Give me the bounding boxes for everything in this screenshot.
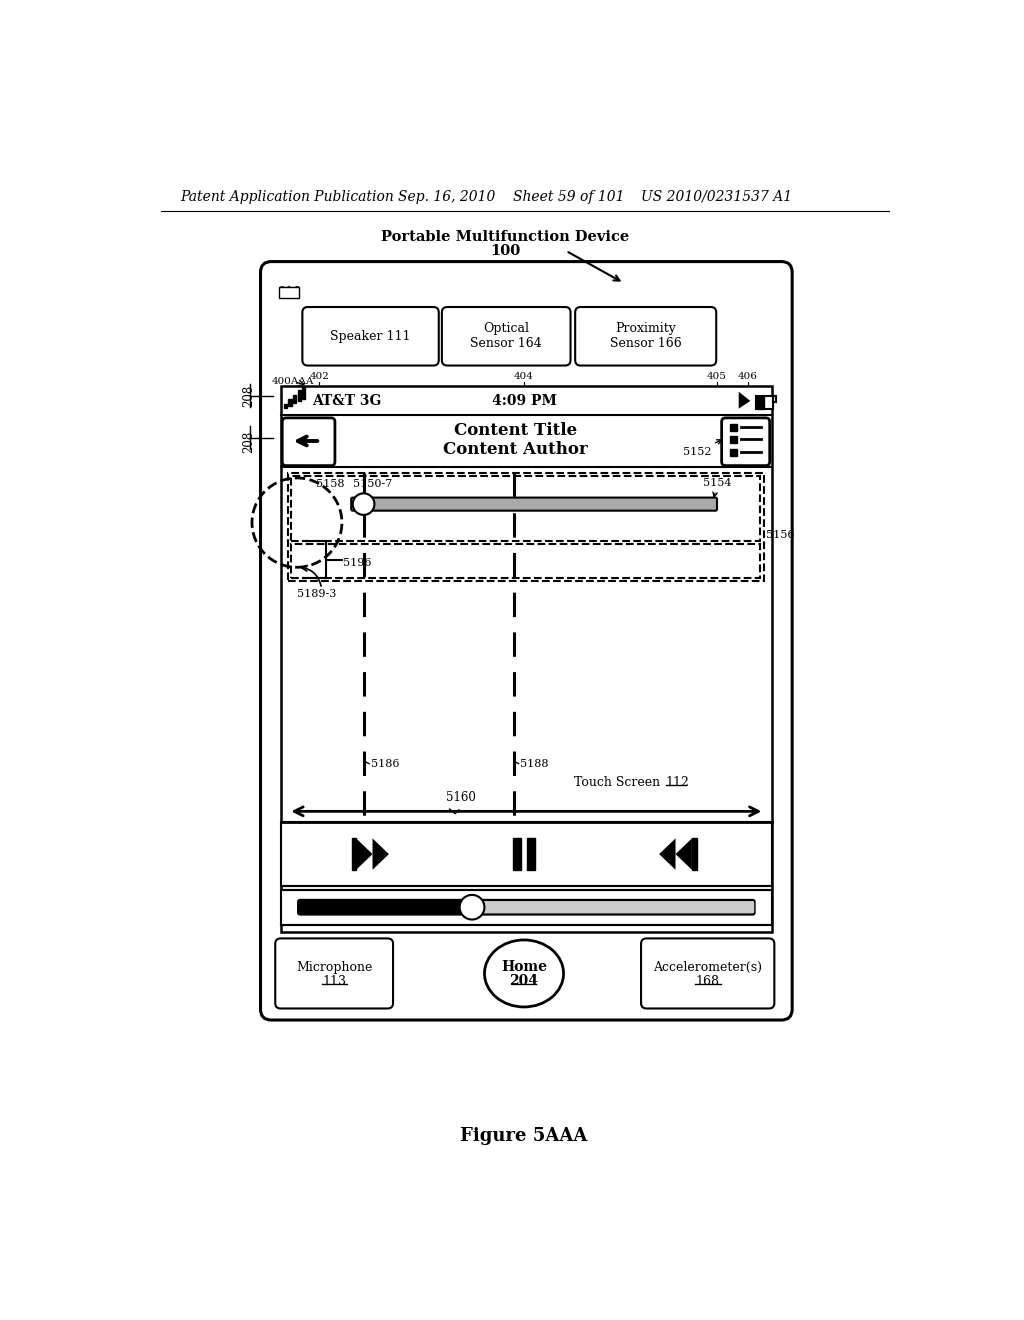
Bar	[351, 838, 355, 870]
FancyBboxPatch shape	[351, 498, 717, 511]
Text: 5196: 5196	[343, 558, 372, 569]
Bar	[288, 474, 764, 581]
Text: Content Title: Content Title	[454, 421, 578, 438]
FancyBboxPatch shape	[442, 308, 570, 366]
Polygon shape	[356, 838, 373, 870]
Text: 5158: 5158	[316, 479, 345, 490]
Text: 100: 100	[490, 244, 520, 257]
Text: Proximity
Sensor 166: Proximity Sensor 166	[610, 322, 682, 350]
Text: 5156: 5156	[766, 529, 795, 540]
Text: Patent Application Publication: Patent Application Publication	[180, 190, 394, 203]
FancyBboxPatch shape	[575, 308, 716, 366]
FancyBboxPatch shape	[275, 939, 393, 1008]
Bar	[730, 449, 737, 455]
Bar	[281, 822, 772, 886]
Text: 112: 112	[666, 776, 690, 788]
Ellipse shape	[484, 940, 563, 1007]
Bar	[757, 396, 764, 409]
FancyBboxPatch shape	[260, 261, 793, 1020]
Text: 405: 405	[707, 372, 727, 380]
Text: Optical
Sensor 164: Optical Sensor 164	[470, 322, 542, 350]
Polygon shape	[373, 838, 389, 870]
Text: 402: 402	[309, 372, 330, 380]
Bar	[291, 544, 761, 578]
Bar	[281, 890, 772, 924]
Text: 5154: 5154	[703, 478, 731, 496]
FancyBboxPatch shape	[298, 899, 755, 915]
Text: Sep. 16, 2010: Sep. 16, 2010	[397, 190, 495, 203]
Text: Accelerometer(s): Accelerometer(s)	[653, 961, 762, 974]
Text: 406: 406	[738, 372, 758, 380]
Bar	[281, 385, 772, 932]
Text: 208: 208	[242, 430, 255, 453]
Bar	[298, 391, 301, 401]
Text: 5188: 5188	[520, 759, 549, 770]
Bar	[302, 385, 305, 399]
Text: 208: 208	[242, 384, 255, 407]
Text: Portable Multifunction Device: Portable Multifunction Device	[381, 230, 630, 244]
FancyBboxPatch shape	[283, 418, 335, 466]
Text: 5152: 5152	[683, 440, 722, 457]
Bar	[513, 838, 521, 870]
Text: 204: 204	[510, 974, 539, 989]
FancyBboxPatch shape	[722, 418, 770, 466]
FancyBboxPatch shape	[302, 308, 438, 366]
Bar	[293, 395, 296, 404]
Text: AT&T 3G: AT&T 3G	[312, 393, 382, 408]
FancyBboxPatch shape	[470, 902, 755, 913]
Bar	[756, 396, 773, 409]
Text: 400AAA: 400AAA	[271, 378, 313, 387]
Bar	[692, 838, 696, 870]
Circle shape	[352, 494, 375, 515]
Bar	[527, 838, 535, 870]
Text: 5189-3: 5189-3	[297, 589, 336, 599]
Polygon shape	[738, 392, 751, 409]
Bar	[291, 477, 761, 541]
Text: 5150-7: 5150-7	[352, 479, 392, 490]
Bar	[284, 404, 287, 408]
Text: 206: 206	[278, 286, 300, 298]
Text: Sheet 59 of 101: Sheet 59 of 101	[513, 190, 625, 203]
Circle shape	[460, 895, 484, 920]
Text: 4:09 PM: 4:09 PM	[492, 393, 556, 408]
FancyBboxPatch shape	[641, 939, 774, 1008]
Bar	[730, 424, 737, 430]
Text: 5160: 5160	[446, 791, 476, 804]
FancyBboxPatch shape	[280, 286, 299, 298]
Polygon shape	[676, 838, 692, 870]
Text: Figure 5AAA: Figure 5AAA	[461, 1127, 588, 1146]
Text: Microphone: Microphone	[296, 961, 373, 974]
Text: Content Author: Content Author	[443, 441, 588, 458]
Text: Speaker 111: Speaker 111	[331, 330, 411, 343]
Polygon shape	[659, 838, 676, 870]
Text: US 2010/0231537 A1: US 2010/0231537 A1	[641, 190, 793, 203]
Text: 404: 404	[514, 372, 534, 380]
Text: Home: Home	[501, 960, 547, 974]
Bar	[289, 400, 292, 405]
Text: 113: 113	[323, 974, 346, 987]
Bar	[730, 437, 737, 444]
Text: 5186: 5186	[371, 759, 399, 770]
Text: 168: 168	[695, 974, 720, 987]
Text: Touch Screen: Touch Screen	[574, 776, 665, 788]
